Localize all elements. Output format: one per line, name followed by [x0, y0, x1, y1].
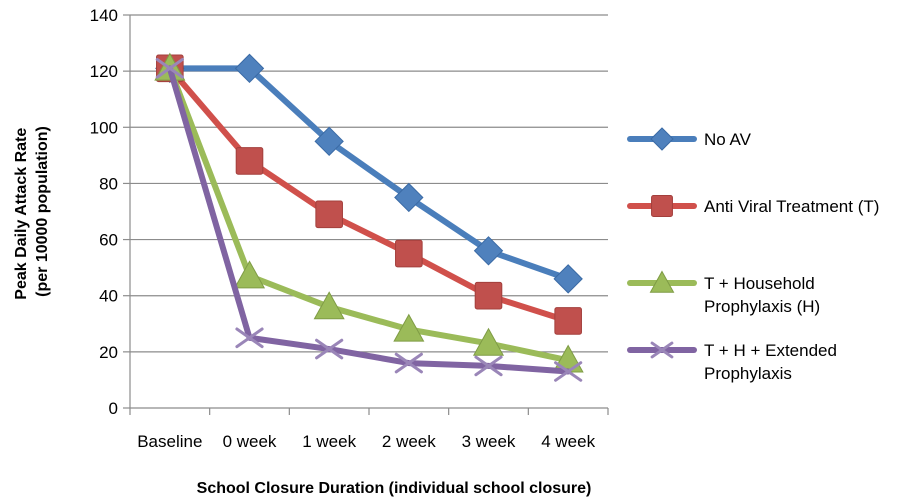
series-line — [166, 65, 572, 324]
y-tick-labels: 0 20 40 60 80 100 120 140 — [90, 6, 118, 418]
series-line — [166, 65, 572, 375]
data-point — [554, 361, 583, 382]
y-tick-label: 80 — [99, 174, 118, 193]
y-axis-title-line-1: Peak Daily Attack Rate — [13, 128, 30, 300]
series-layer — [154, 52, 584, 382]
legend-label-line: Prophylaxis — [704, 364, 792, 383]
legend-marker — [650, 127, 674, 151]
legend-label-line: Prophylaxis (H) — [704, 297, 820, 316]
y-tick-label: 140 — [90, 6, 118, 25]
data-point — [235, 327, 264, 349]
data-point — [474, 281, 503, 310]
legend-item: T + H + Extended Prophylaxis — [627, 341, 837, 383]
data-point — [394, 352, 423, 374]
legend-marker — [651, 195, 673, 217]
x-tick-label: 3 week — [462, 432, 516, 451]
axes — [123, 14, 609, 415]
y-tick-label: 0 — [109, 399, 118, 418]
legend: No AV Anti Viral Treatment (T) T + Househo… — [627, 127, 879, 383]
legend-item: Anti Viral Treatment (T) — [627, 195, 879, 217]
data-point — [553, 264, 583, 294]
series-3 — [154, 52, 584, 373]
series-2 — [156, 54, 582, 335]
legend-item: No AV — [627, 127, 752, 151]
y-tick-label: 20 — [99, 343, 118, 362]
data-point — [472, 327, 505, 356]
data-point — [474, 355, 503, 377]
x-tick-label: Baseline — [137, 432, 202, 451]
data-point — [395, 239, 423, 268]
legend-label: Anti Viral Treatment (T) — [704, 197, 879, 216]
x-tick-label: 0 week — [223, 432, 277, 451]
x-tick-label: 2 week — [382, 432, 436, 451]
y-tick-label: 40 — [99, 287, 118, 306]
legend-label: T + Household Prophylaxis (H) — [704, 274, 820, 316]
x-tick-labels: Baseline 0 week 1 week 2 week 3 week 4 week — [137, 432, 595, 451]
data-point — [314, 126, 344, 157]
legend-label: T + H + Extended Prophylaxis — [704, 341, 837, 383]
y-axis-title-line-2: (per 10000 population) — [34, 126, 51, 297]
y-tick-label: 100 — [90, 118, 118, 137]
legend-label-line: No AV — [704, 130, 752, 149]
series-line — [166, 65, 572, 282]
x-axis-title: School Closure Duration (individual scho… — [197, 480, 592, 497]
legend-marker — [649, 270, 675, 293]
y-tick-label: 60 — [99, 231, 118, 250]
x-tick-label: 1 week — [302, 432, 356, 451]
legend-marker — [650, 341, 674, 359]
legend-label-line: T + H + Extended — [704, 341, 837, 360]
legend-item: T + Household Prophylaxis (H) — [627, 270, 820, 316]
data-point — [554, 307, 582, 335]
series-line — [166, 65, 572, 364]
series-4 — [155, 58, 583, 382]
data-point — [234, 53, 265, 84]
x-tick-label: 4 week — [541, 432, 595, 451]
y-axis-title: Peak Daily Attack Rate (per 10000 popula… — [13, 123, 51, 299]
data-point — [394, 182, 424, 213]
legend-label-line: Anti Viral Treatment (T) — [704, 197, 879, 216]
data-point — [313, 291, 345, 320]
data-point — [315, 338, 344, 360]
data-point — [155, 58, 184, 79]
data-point — [473, 236, 504, 266]
y-tick-label: 120 — [90, 62, 118, 81]
legend-label-line: T + Household — [704, 274, 815, 293]
data-point — [235, 147, 264, 175]
legend-label: No AV — [704, 130, 752, 149]
series-1 — [155, 53, 583, 294]
data-point — [393, 313, 425, 342]
data-point — [233, 260, 266, 289]
data-point — [315, 200, 343, 229]
